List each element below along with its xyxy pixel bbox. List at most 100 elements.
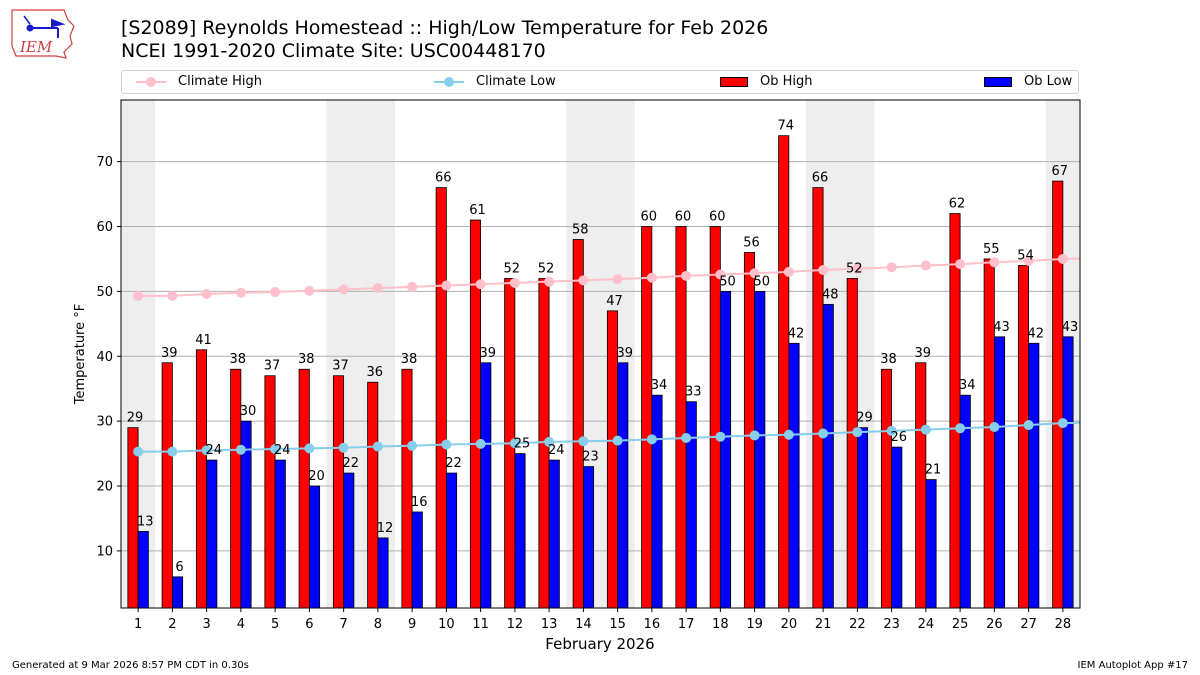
ob-high-label: 61 [469, 203, 486, 218]
ob-high-bar [983, 258, 995, 609]
logo-text: IEM [19, 38, 53, 56]
x-tick-label: 13 [541, 617, 558, 632]
climate-high-point [852, 263, 863, 274]
climate-low-point [544, 436, 555, 447]
x-axis-label: February 2026 [545, 635, 654, 653]
legend-label: Ob High [760, 74, 813, 89]
ob-low-label: 6 [175, 560, 183, 575]
ob-high-label: 58 [572, 222, 589, 237]
ob-low-label: 22 [445, 456, 462, 471]
ob-low-bar [343, 472, 355, 609]
legend-label: Climate Low [476, 74, 556, 89]
x-tick-label: 20 [781, 617, 798, 632]
x-tick-label: 3 [202, 617, 210, 632]
ob-low-label: 30 [240, 404, 257, 419]
x-tick-label: 24 [918, 617, 935, 632]
ob-high-bar [401, 368, 413, 609]
ob-low-label: 23 [582, 450, 599, 465]
ob-low-bar [308, 485, 321, 609]
climate-low-point [407, 440, 418, 451]
ob-low-label: 24 [548, 443, 565, 458]
x-tick-label: 7 [339, 617, 347, 632]
ob-high-bar [298, 368, 310, 609]
climate-high-point [509, 277, 520, 288]
weekend-shade [326, 100, 361, 608]
ob-high-label: 29 [127, 411, 144, 426]
ob-high-label: 39 [914, 346, 931, 361]
ob-high-label: 52 [538, 261, 555, 276]
ob-high-bar [641, 226, 653, 609]
ob-high-label: 67 [1051, 164, 1068, 179]
ob-low-bar [274, 459, 286, 609]
y-tick-label: 50 [96, 285, 113, 300]
ob-high-label: 37 [332, 359, 349, 374]
ob-high-bar [846, 278, 858, 609]
climate-low-point [509, 438, 520, 449]
ob-high-bar [367, 381, 379, 609]
ob-high-bar [230, 368, 242, 609]
ob-low-label: 43 [993, 320, 1010, 335]
ob-low-label: 43 [1062, 320, 1079, 335]
ob-high-bar [743, 252, 756, 609]
ob-low-label: 12 [377, 521, 394, 536]
ob-low-label: 50 [719, 274, 736, 289]
ob-low-swatch-icon [984, 76, 1012, 87]
ob-low-bar [411, 511, 423, 609]
y-axis-label: Temperature °F [73, 304, 88, 405]
ob-high-label: 38 [298, 352, 315, 367]
climate-high-point [920, 260, 931, 271]
climate-high-point [989, 257, 1000, 268]
ob-low-bar [651, 394, 663, 609]
y-tick-label: 30 [96, 415, 113, 430]
climate-low-point [715, 431, 726, 442]
ob-high-label: 56 [743, 235, 760, 250]
climate-high-point [1057, 253, 1068, 264]
x-tick-label: 26 [986, 617, 1003, 632]
ob-high-label: 55 [983, 242, 1000, 257]
climate-low-point [235, 444, 246, 455]
x-tick-label: 4 [237, 617, 245, 632]
ob-low-bar [240, 420, 252, 609]
y-tick-label: 10 [96, 544, 113, 559]
ob-low-label: 42 [1027, 326, 1044, 341]
y-tick-label: 70 [96, 155, 113, 170]
ob-low-bar [685, 401, 697, 609]
climate-high-point [475, 279, 486, 290]
climate-low-point [955, 423, 966, 434]
ob-high-label: 39 [161, 346, 178, 361]
x-tick-label: 19 [746, 617, 763, 632]
climate-high-point [270, 287, 281, 298]
climate-low-point [646, 434, 657, 445]
climate-low-point [372, 441, 383, 452]
x-tick-label: 23 [883, 617, 900, 632]
ob-high-bar [812, 187, 824, 609]
ob-high-bar [880, 368, 893, 609]
ob-high-label: 66 [435, 171, 452, 186]
weekend-shade [566, 100, 601, 608]
ob-high-label: 66 [812, 171, 829, 186]
x-tick-label: 5 [271, 617, 279, 632]
legend-item-ob-low: Ob Low [984, 74, 1072, 89]
ob-low-bar [891, 446, 903, 609]
climate-high-point [407, 281, 418, 292]
x-tick-label: 15 [609, 617, 626, 632]
climate-high-point [167, 290, 178, 301]
ob-high-bar [1017, 265, 1030, 609]
ob-low-label: 26 [890, 430, 907, 445]
ob-low-bar [548, 459, 560, 609]
iem-logo: IEM [11, 9, 75, 59]
ob-high-bar [504, 278, 516, 609]
ob-high-label: 37 [264, 359, 281, 374]
ob-low-label: 39 [616, 346, 633, 361]
ob-low-bar [582, 466, 595, 609]
ob-low-label: 24 [205, 443, 222, 458]
footer-generated: Generated at 9 Mar 2026 8:57 PM CDT in 0… [12, 660, 249, 671]
legend-label: Ob Low [1024, 74, 1073, 89]
ob-low-label: 21 [925, 463, 942, 478]
climate-low-point [578, 436, 589, 447]
ob-low-label: 34 [651, 378, 668, 393]
chart-title: [S2089] Reynolds Homestead :: High/Low T… [121, 17, 769, 39]
x-tick-label: 17 [678, 617, 695, 632]
ob-high-label: 62 [949, 197, 966, 212]
climate-low-point [886, 425, 897, 436]
